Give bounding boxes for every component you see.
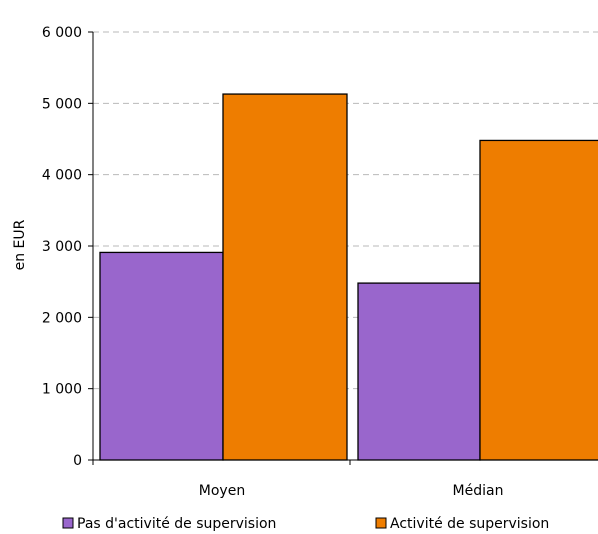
y-tick-label: 1 000 [42, 382, 82, 398]
y-tick-label: 6 000 [42, 25, 82, 41]
y-tick-label: 0 [73, 453, 82, 469]
axes-layer [88, 31, 598, 465]
bars-layer [99, 93, 598, 461]
legend-label-pas-activite: Pas d'activité de supervision [77, 516, 276, 532]
y-tick-label: 4 000 [42, 168, 82, 184]
legend-swatch-pas-activite [62, 517, 74, 529]
legend: Pas d'activité de supervision Activité d… [62, 516, 549, 532]
bar-activite-moyen [222, 93, 348, 461]
category-labels: Moyen Médian [199, 483, 504, 499]
y-tick-label: 2 000 [42, 310, 82, 326]
y-tick-labels: 0 1 000 2 000 3 000 4 000 5 000 6 000 [42, 25, 82, 469]
bar-pas-activite-moyen [99, 251, 224, 461]
y-tick-label: 3 000 [42, 239, 82, 255]
legend-label-activite: Activité de supervision [390, 516, 549, 532]
bar-activite-median [479, 139, 598, 461]
y-tick-label: 5 000 [42, 96, 82, 112]
category-label: Moyen [199, 483, 245, 499]
category-label: Médian [453, 483, 504, 499]
legend-swatch-activite [375, 517, 387, 529]
bar-pas-activite-median [357, 282, 481, 461]
y-axis-title: en EUR [12, 219, 28, 270]
